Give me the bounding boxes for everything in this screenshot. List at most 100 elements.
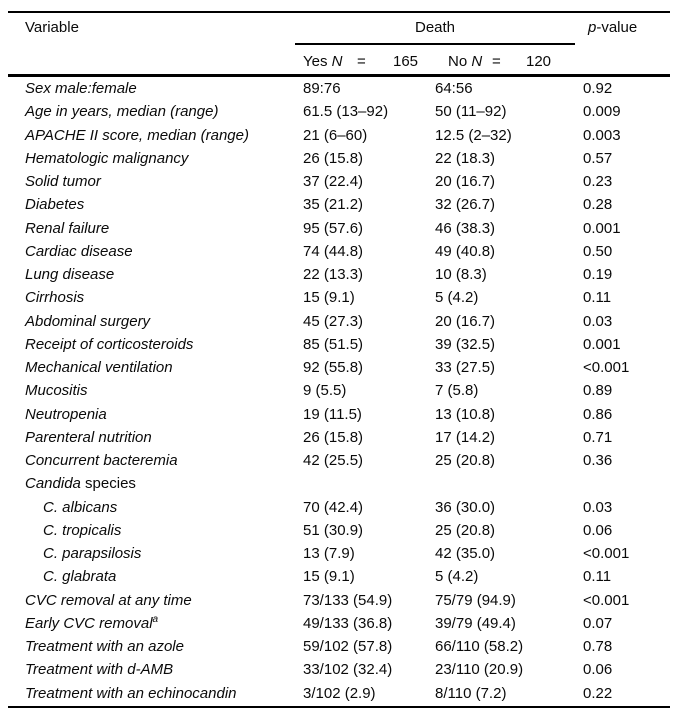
death-no-cell: 10 (8.3)	[435, 266, 487, 283]
pvalue-cell: 0.19	[583, 266, 613, 283]
death-no-cell: 50 (11–92)	[435, 103, 507, 121]
table-row: Cirrhosis 15 (9.1) 5 (4.2) 0.11	[0, 286, 680, 309]
variable-cell: Neutropenia	[25, 405, 107, 423]
death-no-cell: 66/110 (58.2)	[435, 638, 524, 655]
death-yes-cell: 15 (9.1)	[303, 568, 355, 586]
variable-cell: Diabetes	[25, 196, 85, 214]
table-row: Age in years, median (range) 61.5 (13–92)…	[0, 100, 680, 123]
table-row: Parenteral nutrition 26 (15.8) 17 (14.2) 0.…	[0, 426, 680, 449]
death-no-cell: 22 (18.3)	[435, 149, 496, 167]
death-group-header: Death	[414, 19, 456, 36]
no-equals-sign: =	[492, 53, 501, 70]
death-yes-cell: 19 (11.5)	[303, 405, 362, 423]
death-no-cell: 20 (16.7)	[435, 312, 496, 330]
death-yes-cell: 70 (42.4)	[303, 498, 364, 516]
variable-cell: C. tropicalis	[43, 521, 122, 539]
pvalue-cell: <0.001	[583, 359, 630, 376]
pvalue-cell: 0.001	[583, 219, 621, 237]
variable-cell: Cardiac disease	[25, 242, 133, 260]
pvalue-cell: 0.003	[583, 126, 621, 144]
pvalue-cell: <0.001	[583, 591, 630, 609]
death-no-cell: 42 (35.0)	[435, 545, 496, 562]
table-row: Renal failure 95 (57.6) 46 (38.3) 0.001	[0, 217, 680, 240]
variable-cell: Treatment with d-AMB	[25, 661, 174, 679]
death-yes-cell: 49/133 (36.8)	[303, 614, 393, 632]
death-no-cell: 20 (16.7)	[435, 173, 496, 190]
table-bottom-rule	[8, 706, 670, 708]
table-row: Neutropenia 19 (11.5) 13 (10.8) 0.86	[0, 403, 680, 426]
table-row: Cardiac disease 74 (44.8) 49 (40.8) 0.50	[0, 240, 680, 263]
death-yes-cell: 42 (25.5)	[303, 452, 364, 469]
table-row: Solid tumor 37 (22.4) 20 (16.7) 0.23	[0, 170, 680, 193]
death-yes-cell: 13 (7.9)	[303, 545, 355, 562]
footnote-marker: a	[152, 613, 159, 625]
variable-cell: Lung disease	[25, 266, 115, 283]
pvalue-cell: 0.06	[583, 661, 613, 679]
variable-cell: Parenteral nutrition	[25, 428, 152, 446]
death-yes-cell: 35 (21.2)	[303, 196, 364, 214]
death-no-cell: 75/79 (94.9)	[435, 591, 516, 609]
death-no-cell: 36 (30.0)	[435, 498, 496, 516]
variable-cell: Mucositis	[25, 382, 88, 400]
pvalue-cell: 0.86	[583, 405, 613, 423]
death-no-cell: 39 (32.5)	[435, 335, 496, 353]
pvalue-cell: 0.009	[583, 103, 621, 121]
variable-cell: CVC removal at any time	[25, 591, 192, 609]
death-no-cell: 17 (14.2)	[435, 428, 496, 446]
death-no-cell: 8/110 (7.2)	[435, 684, 507, 702]
table-row: Hematologic malignancy 26 (15.8) 22 (18.3)…	[0, 147, 680, 170]
pvalue-cell: 0.36	[583, 452, 613, 469]
variable-cell: Mechanical ventilation	[25, 359, 173, 376]
death-yes-cell: 61.5 (13–92)	[303, 103, 389, 121]
table-row: C. glabrata 15 (9.1) 5 (4.2) 0.11	[0, 565, 680, 588]
death-no-cell: 5 (4.2)	[435, 568, 479, 586]
variable-cell: C. albicans	[43, 498, 118, 516]
variable-cell: Solid tumor	[25, 173, 101, 190]
table-row: Diabetes 35 (21.2) 32 (26.7) 0.28	[0, 193, 680, 216]
table-row: Early CVC removala 49/133 (36.8) 39/79 (49…	[0, 612, 680, 635]
table-top-rule	[8, 11, 670, 13]
variable-cell: C. glabrata	[43, 568, 117, 586]
variable-cell: Renal failure	[25, 219, 110, 237]
variable-cell: Abdominal surgery	[25, 312, 151, 330]
pvalue-cell: 0.89	[583, 382, 613, 400]
variable-cell: Sex male:female	[25, 80, 137, 97]
pvalue-cell: 0.22	[583, 684, 613, 702]
death-yes-cell: 26 (15.8)	[303, 428, 364, 446]
yes-equals-sign: =	[357, 53, 366, 70]
pvalue-cell: 0.07	[583, 614, 613, 632]
variable-cell: Receipt of corticosteroids	[25, 335, 194, 353]
death-yes-cell: 21 (6–60)	[303, 126, 368, 144]
death-no-cell: 13 (10.8)	[435, 405, 496, 423]
death-yes-cell: 37 (22.4)	[303, 173, 364, 190]
yes-count: 165	[393, 53, 419, 70]
death-no-cell: 46 (38.3)	[435, 219, 496, 237]
pvalue-cell: 0.03	[583, 312, 613, 330]
death-yes-cell: 92 (55.8)	[303, 359, 364, 376]
death-yes-cell: 74 (44.8)	[303, 242, 364, 260]
table-row: CVC removal at any time 73/133 (54.9) 75/7…	[0, 589, 680, 612]
variable-cell: Treatment with an echinocandin	[25, 684, 237, 702]
death-no-cell: 33 (27.5)	[435, 359, 496, 376]
death-no-cell: 64:56	[435, 80, 473, 97]
no-count: 120	[526, 53, 552, 70]
header-body-divider-rule	[8, 74, 670, 77]
death-yes-cell: 51 (30.9)	[303, 521, 364, 539]
pvalue-cell: 0.11	[583, 289, 612, 307]
table-row: Sex male:female 89:76 64:56 0.92	[0, 77, 680, 100]
death-no-cell: 12.5 (2–32)	[435, 126, 512, 144]
table-row: APACHE II score, median (range) 21 (6–60)…	[0, 124, 680, 147]
pvalue-cell: 0.001	[583, 335, 621, 353]
variable-cell: Concurrent bacteremia	[25, 452, 178, 469]
pvalue-cell: 0.11	[583, 568, 612, 586]
death-no-cell: 23/110 (20.9)	[435, 661, 524, 679]
variable-cell: Early CVC removala	[25, 613, 159, 632]
death-yes-cell: 9 (5.5)	[303, 382, 347, 400]
variable-regular-part: species	[80, 475, 136, 493]
yes-n-symbol: N	[331, 53, 343, 70]
table-body: Sex male:female 89:76 64:56 0.92 Age in year…	[0, 77, 680, 705]
variable-cell: Cirrhosis	[25, 289, 85, 307]
pvalue-cell: 0.50	[583, 242, 613, 260]
pvalue-cell: 0.06	[583, 521, 613, 539]
